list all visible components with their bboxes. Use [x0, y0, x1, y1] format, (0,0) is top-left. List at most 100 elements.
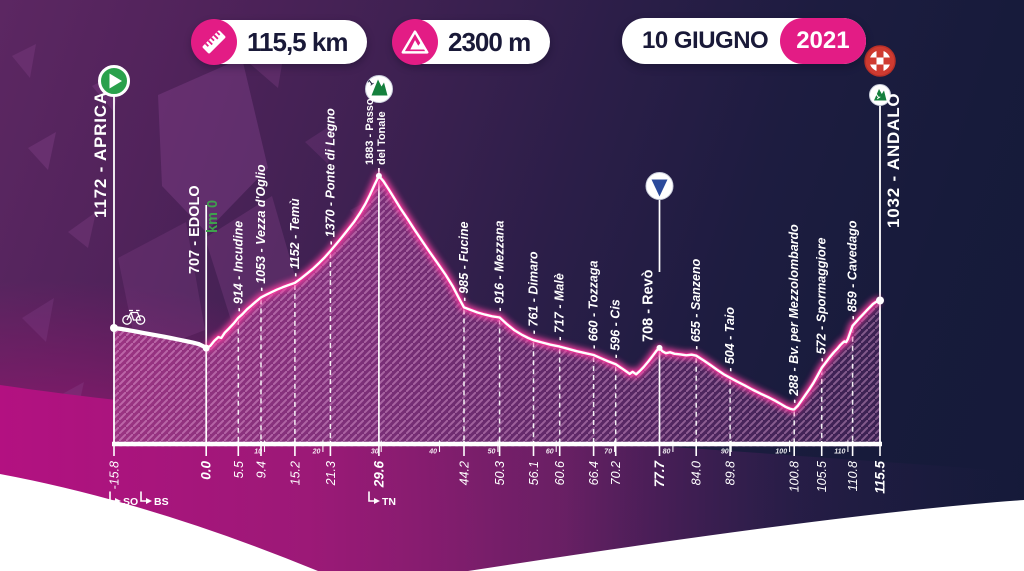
- waypoint-label: - 916 - Mezzana: [493, 220, 507, 311]
- date-badge: 10 GIUGNO 2021: [622, 18, 866, 64]
- decade-tick-label: 90: [721, 449, 729, 456]
- axis-km-label: 66.4: [587, 461, 601, 485]
- waypoint-label: - 1152 - Temù: [288, 198, 302, 277]
- axis-km-label: 56.1: [527, 461, 541, 485]
- waypoint-label: - 859 - Cavedago: [846, 220, 860, 320]
- waypoint-label: - 655 - Sanzeno: [689, 258, 703, 349]
- axis-km-label: 77.7: [652, 460, 667, 488]
- profile-line: [110, 171, 884, 414]
- profile-area: [114, 175, 880, 447]
- ruler-icon: [191, 19, 237, 65]
- bottom-right-white-curve: [468, 500, 1024, 571]
- decade-tick-label: 110: [834, 449, 845, 456]
- province-label: BS: [154, 496, 169, 508]
- province-markers: SO BS TN: [109, 491, 396, 508]
- finish-label: 1032 - ANDALO: [884, 93, 903, 228]
- date-value: 10 GIUGNO: [642, 27, 769, 54]
- waypoint-label: - 761 - Dimaro: [527, 251, 541, 334]
- finish-dot: [876, 296, 884, 305]
- axis-km-label: 9.4: [255, 461, 269, 478]
- waypoint-label: - 660 - Tozzaga: [587, 261, 601, 349]
- decade-tick-label: 50: [488, 449, 496, 456]
- waypoint-lines: [113, 95, 881, 444]
- province-label: SO: [123, 496, 138, 508]
- mountain-category-icon: [371, 79, 388, 96]
- km0-green-label: km 0: [205, 200, 221, 233]
- axis-km-label: -15.8: [108, 461, 122, 490]
- axis-km-label: 5.5: [232, 461, 246, 478]
- bicycle-icon: [122, 309, 146, 325]
- waypoint-label: - 572 - Spormaggiore: [815, 238, 829, 362]
- play-icon: [109, 73, 122, 89]
- decade-tick-label: 80: [663, 449, 671, 456]
- axis-km-label: 70.2: [609, 461, 623, 485]
- axis-km-label: 29.6: [371, 461, 386, 489]
- distance-value: 115,5 km: [247, 26, 348, 57]
- summit-category: 1: [366, 77, 375, 87]
- axis-km-label: 0.0: [199, 461, 214, 480]
- bottom-left-white-curve: [0, 474, 318, 571]
- elevation-area-hatch: [114, 175, 880, 447]
- summit-dot: [375, 172, 382, 179]
- waypoint-label: - 914 - Incudine: [231, 221, 245, 312]
- waypoint-label: - 1053 - Vezza d'Oglio: [254, 164, 268, 291]
- finish-climb-badge: 1: [869, 84, 891, 106]
- axis-km-label: 115.5: [873, 461, 888, 494]
- axis-km-label: 89.8: [724, 461, 738, 485]
- province-label: TN: [382, 496, 396, 508]
- decade-tick-label: 40: [428, 449, 437, 456]
- axis-km-label: 100.8: [788, 461, 802, 492]
- km0-label: 707 - EDOLO: [187, 185, 203, 274]
- waypoint-label: - 596 - Cis: [609, 299, 623, 358]
- decade-tick-label: 30: [371, 449, 379, 456]
- finish-climb-category: 1: [873, 91, 882, 101]
- waypoint-label: - 1370 - Ponte di Legno: [323, 108, 337, 245]
- sprint-label: 708 - Revò: [641, 269, 657, 342]
- axis: -15.8 0.0 5.5 9.4 15.2 21.3 29.6 44.2 50.3 56.1 60…: [108, 440, 888, 494]
- province-marker-tn: TN: [368, 491, 396, 508]
- mountain-category-icon: [874, 89, 887, 101]
- distance-badge: 115,5 km: [191, 19, 368, 65]
- summit-label-line1: 1883 - Passo: [364, 98, 376, 165]
- axis-km-label: 50.3: [493, 461, 507, 485]
- sprint-dot: [656, 344, 663, 351]
- decade-tick-label: 70: [604, 449, 612, 456]
- elevation-gain-value: 2300 m: [448, 26, 531, 57]
- checkered-flag-icon: [869, 50, 891, 72]
- province-marker-so: SO: [109, 491, 138, 508]
- start-dot: [110, 324, 118, 332]
- neutral-section-line: [111, 325, 209, 351]
- route-badges: 1 1: [98, 45, 896, 325]
- waypoint-label: - 504 - Taio: [723, 307, 737, 372]
- profile-core: [205, 174, 881, 411]
- axis-km-label: 15.2: [288, 461, 302, 485]
- start-label: 1172 - APRICA: [91, 91, 110, 218]
- sprint-triangle-icon: [651, 179, 668, 197]
- waypoint-label: - 985 - Fucine: [457, 221, 471, 301]
- elevation-badge: 2300 m: [392, 19, 551, 65]
- axis-km-label: 84.0: [690, 461, 704, 485]
- decade-tick-label: 60: [546, 449, 554, 456]
- axis-km-label: 44.2: [458, 461, 472, 485]
- decade-tick-label: 100: [775, 449, 787, 456]
- waypoint-labels: 1172 - APRICA 707 - EDOLO km 0 - 914 - Incu…: [91, 91, 903, 403]
- axis-km-label: 21.3: [324, 461, 338, 486]
- mountain-icon: [392, 19, 438, 65]
- summit-badge: 1: [365, 75, 393, 103]
- axis-km-label: 110.8: [846, 461, 860, 491]
- waypoint-label: - 717 - Malè: [553, 273, 567, 340]
- decade-tick-label: 20: [312, 449, 321, 456]
- km0-dot: [202, 344, 210, 352]
- year-value: 2021: [780, 18, 866, 64]
- decade-tick-label: 10: [254, 449, 262, 456]
- summit-label-line2: del Tonale: [376, 111, 388, 165]
- start-marker: [98, 65, 130, 97]
- axis-km-label: 60.6: [553, 461, 567, 485]
- province-marker-bs: BS: [140, 491, 169, 508]
- axis-km-label: 105.5: [815, 461, 829, 492]
- waypoint-label: - 288 - Bv. per Mezzolombardo: [787, 224, 801, 404]
- sprint-badge: [645, 172, 674, 200]
- finish-flag-badge: [864, 45, 896, 77]
